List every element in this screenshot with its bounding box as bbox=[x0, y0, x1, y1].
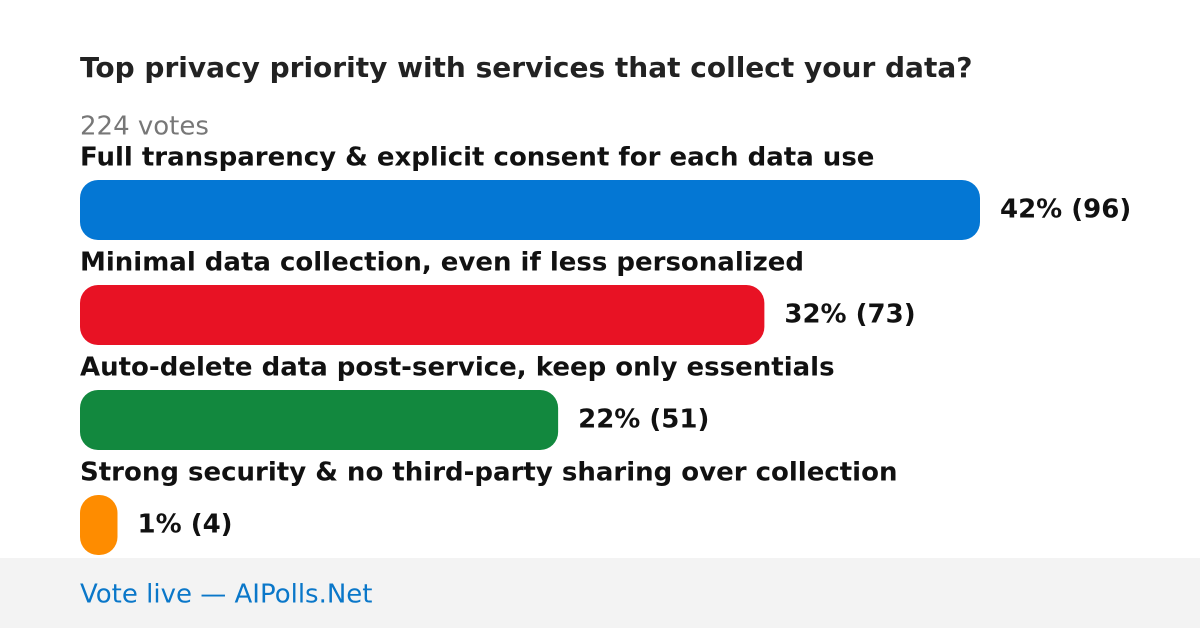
footer-band bbox=[0, 558, 1200, 628]
option-label: Full transparency & explicit consent for… bbox=[80, 143, 874, 173]
option-label: Minimal data collection, even if less pe… bbox=[80, 248, 804, 278]
bar bbox=[80, 180, 980, 240]
poll-title: Top privacy priority with services that … bbox=[80, 51, 972, 84]
option-label: Auto-delete data post-service, keep only… bbox=[80, 353, 835, 383]
value-label: 1% (4) bbox=[138, 510, 233, 540]
bar bbox=[80, 390, 559, 450]
value-label: 42% (96) bbox=[1000, 195, 1131, 225]
value-label: 22% (51) bbox=[578, 405, 709, 435]
bar bbox=[80, 495, 118, 555]
vote-count: 224 votes bbox=[80, 112, 209, 142]
footer-link[interactable]: Vote live — AIPolls.Net bbox=[80, 580, 373, 610]
option-label: Strong security & no third-party sharing… bbox=[80, 458, 897, 488]
value-label: 32% (73) bbox=[784, 300, 915, 330]
bar bbox=[80, 285, 765, 345]
